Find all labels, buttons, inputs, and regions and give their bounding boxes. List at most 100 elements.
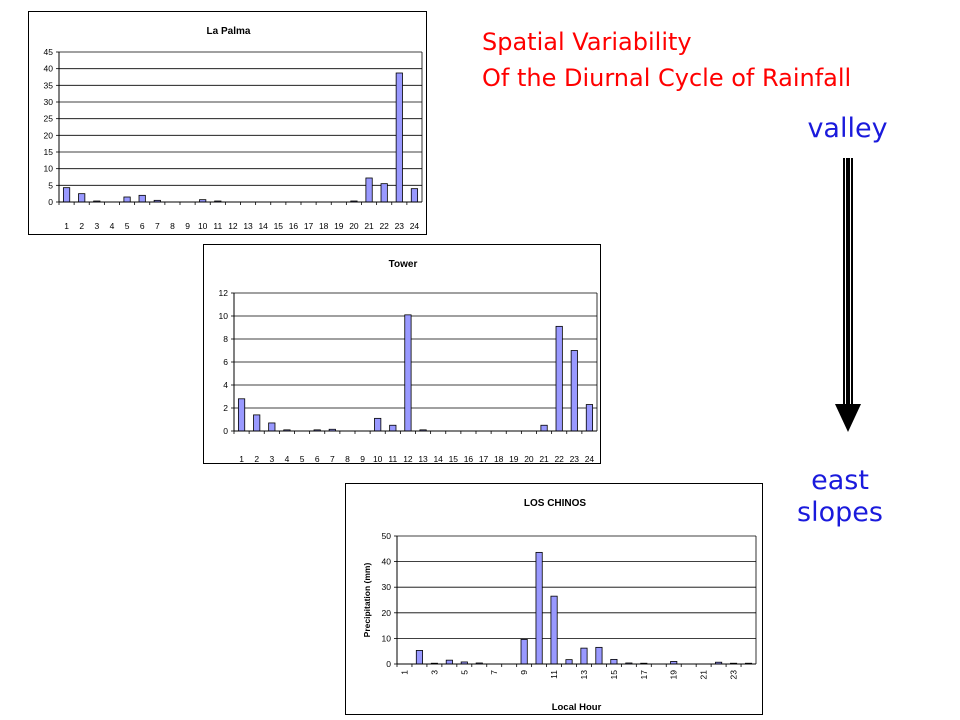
x-tick-label: 23 <box>395 221 405 231</box>
x-tick-label: 19 <box>334 221 344 231</box>
x-tick-label: 20 <box>524 454 534 464</box>
x-tick-label: 11 <box>388 454 397 464</box>
chart-title: La Palma <box>207 26 251 37</box>
x-tick-label: 18 <box>319 221 329 231</box>
down-arrow-icon <box>835 158 861 432</box>
bar <box>380 183 388 203</box>
x-tick-label: 8 <box>345 454 350 464</box>
x-tick-label: 5 <box>459 670 469 675</box>
bar <box>550 595 558 665</box>
x-tick-label: 2 <box>254 454 259 464</box>
x-tick-label: 5 <box>125 221 130 231</box>
x-tick-label: 1 <box>239 454 244 464</box>
y-tick-label: 10 <box>382 633 392 643</box>
bar <box>78 193 86 203</box>
x-tick-label: 6 <box>315 454 320 464</box>
bar <box>570 350 578 432</box>
bar <box>138 194 146 203</box>
x-tick-label: 4 <box>110 221 115 231</box>
x-tick-label: 17 <box>304 221 314 231</box>
x-tick-label: 1 <box>64 221 69 231</box>
y-tick-label: 8 <box>223 334 228 344</box>
y-tick-label: 0 <box>223 426 228 436</box>
y-tick-label: 0 <box>386 659 391 669</box>
label-valley: valley <box>807 113 888 144</box>
bar <box>374 417 382 432</box>
bar <box>253 414 261 432</box>
x-tick-label: 1 <box>399 670 409 675</box>
x-tick-label: 7 <box>330 454 335 464</box>
x-tick-label: 23 <box>570 454 580 464</box>
x-tick-label: 22 <box>379 221 389 231</box>
x-tick-label: 17 <box>479 454 489 464</box>
chart-panel-los-chinos: LOS CHINOS 0 10 20 30 40 50 1 3 5 7 9 11 13 15 17 19 21 23… <box>345 483 763 715</box>
x-tick-label: 5 <box>300 454 305 464</box>
y-tick-label: 15 <box>44 147 54 157</box>
y-tick-label: 30 <box>382 582 392 592</box>
x-tick-label: 12 <box>228 221 238 231</box>
x-tick-label: 16 <box>464 454 474 464</box>
bar <box>555 325 563 432</box>
x-tick-label: 7 <box>489 670 499 675</box>
y-tick-label: 50 <box>382 531 392 541</box>
x-tick-label: 12 <box>403 454 413 464</box>
x-tick-label: 19 <box>509 454 519 464</box>
label-slopes: slopes <box>797 497 883 528</box>
bar <box>410 188 419 203</box>
x-tick-label: 19 <box>669 670 679 680</box>
bar <box>62 187 71 203</box>
bar <box>540 424 548 432</box>
x-tick-label: 11 <box>213 221 222 231</box>
y-tick-label: 45 <box>44 47 54 57</box>
x-tick-label: 10 <box>373 454 383 464</box>
x-tick-label: 15 <box>274 221 284 231</box>
y-tick-label: 25 <box>44 114 54 124</box>
y-tick-label: 2 <box>223 403 228 413</box>
x-tick-label: 21 <box>364 221 374 231</box>
y-tick-label: 20 <box>44 130 54 140</box>
x-tick-label: 21 <box>699 670 709 680</box>
x-tick-label: 17 <box>639 670 649 680</box>
x-tick-label: 14 <box>433 454 443 464</box>
chart-title: Tower <box>389 259 418 270</box>
arrow-shaft <box>843 158 853 404</box>
bar <box>395 72 403 203</box>
y-tick-label: 0 <box>48 197 53 207</box>
y-tick-label: 10 <box>219 311 229 321</box>
bar <box>123 196 131 203</box>
y-tick-label: 40 <box>44 64 54 74</box>
x-tick-label: 24 <box>585 454 595 464</box>
x-tick-label: 20 <box>349 221 359 231</box>
y-tick-label: 35 <box>44 80 54 90</box>
chart-panel-tower: Tower 0 2 4 6 8 10 12 1 2 3 4 5 6 7 8 9 10 11 12 13 14 15 16 17 1… <box>203 244 601 464</box>
x-tick-label: 3 <box>429 670 439 675</box>
bar <box>580 647 588 665</box>
bar <box>415 650 423 665</box>
y-tick-label: 30 <box>44 97 54 107</box>
bar <box>595 646 603 665</box>
x-tick-label: 18 <box>494 454 504 464</box>
x-tick-label: 7 <box>155 221 160 231</box>
y-tick-label: 40 <box>382 557 392 567</box>
x-tick-label: 4 <box>285 454 290 464</box>
x-tick-label: 9 <box>519 670 529 675</box>
y-axis-title: Precipitation (mm) <box>362 563 372 638</box>
y-tick-label: 5 <box>48 180 53 190</box>
bar <box>565 659 573 665</box>
x-tick-label: 10 <box>198 221 208 231</box>
x-tick-label: 23 <box>729 670 739 680</box>
x-tick-label: 24 <box>410 221 420 231</box>
bar <box>445 659 453 665</box>
x-tick-label: 22 <box>554 454 564 464</box>
arrow-head <box>835 404 861 432</box>
chart-title: LOS CHINOS <box>524 498 587 509</box>
x-tick-label: 8 <box>170 221 175 231</box>
page-title-line1: Spatial Variability <box>482 28 692 56</box>
x-tick-label: 13 <box>579 670 589 680</box>
label-east: east <box>811 465 869 496</box>
x-tick-label: 6 <box>140 221 145 231</box>
x-tick-label: 9 <box>185 221 190 231</box>
bar <box>610 658 618 665</box>
x-tick-label: 9 <box>360 454 365 464</box>
